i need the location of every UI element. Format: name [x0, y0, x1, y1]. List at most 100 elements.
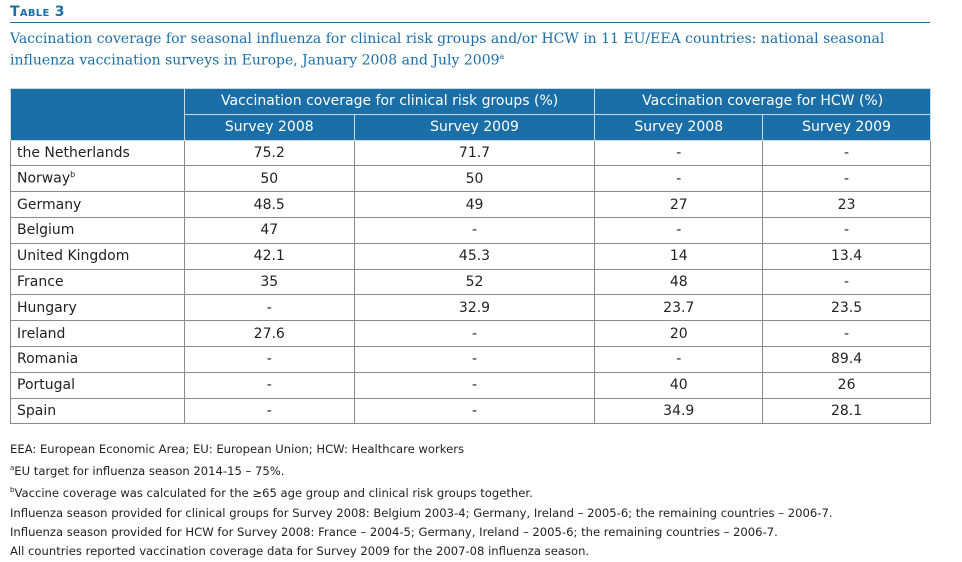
- country-name: France: [17, 273, 64, 290]
- note-b-text: Vaccine coverage was calculated for the …: [14, 486, 533, 501]
- header-clinical-risk-groups: Vaccination coverage for clinical risk g…: [183, 88, 596, 115]
- country-name: Hungary: [17, 299, 77, 316]
- hcw-2009-cell: -: [762, 216, 931, 244]
- country-cell: the Netherlands: [10, 139, 185, 167]
- hcw-2008-cell: -: [594, 216, 764, 244]
- country-name: Germany: [17, 196, 82, 213]
- title-divider: [10, 22, 930, 23]
- coverage-table: Vaccination coverage for clinical risk g…: [10, 88, 931, 425]
- clinical-2008-cell: 35: [183, 268, 355, 296]
- clinical-2008-cell: -: [183, 371, 355, 399]
- clinical-2008-cell: 48.5: [183, 191, 355, 218]
- caption-text: Vaccination coverage for seasonal influe…: [10, 31, 885, 69]
- header-country-blank: [10, 88, 185, 141]
- table-row: Hungary -32.9 23.7 23.5: [10, 294, 931, 322]
- hcw-2009-cell: -: [762, 320, 931, 347]
- note-a-mark: a: [10, 464, 15, 473]
- clinical-2008-cell: 75.2: [183, 139, 355, 167]
- note-season-hcw: Influenza season provided for HCW for Su…: [10, 524, 778, 539]
- note-a: aEU target for influenza season 2014-15 …: [10, 459, 950, 481]
- country-name: Ireland: [17, 325, 66, 342]
- clinical-2008-cell: -: [183, 294, 355, 322]
- note-b: bVaccine coverage was calculated for the…: [10, 481, 950, 503]
- table-row: Norwayb 50 50- -: [10, 165, 931, 193]
- clinical-2008-cell: 42.1: [183, 242, 355, 270]
- country-cell: Belgium: [10, 216, 185, 244]
- clinical-2008-cell: 47: [183, 216, 355, 244]
- hcw-2009-cell: 26: [762, 371, 931, 399]
- table-caption: Vaccination coverage for seasonal influe…: [10, 30, 935, 70]
- clinical-2009-cell: 45.3: [353, 242, 596, 270]
- clinical-2008-cell: 50: [183, 165, 355, 193]
- note-season-clinical: Influenza season provided for clinical g…: [10, 505, 833, 520]
- country-cell: France: [10, 268, 185, 296]
- table-row: Belgium 47- - -: [10, 216, 931, 244]
- clinical-2008-cell: -: [183, 397, 355, 425]
- table-row: Ireland 27.6-20-: [10, 320, 931, 347]
- table-row: Romania - - -89.4: [10, 345, 931, 373]
- hcw-2009-cell: -: [762, 268, 931, 296]
- clinical-2009-cell: 32.9: [353, 294, 596, 322]
- country-cell: Hungary: [10, 294, 185, 322]
- country-cell: Romania: [10, 345, 185, 373]
- note-b-mark: b: [10, 486, 15, 495]
- header-hcw-survey-2008: Survey 2008: [594, 113, 764, 141]
- hcw-2008-cell: 48: [594, 268, 764, 296]
- hcw-2009-cell: -: [762, 165, 931, 193]
- header-row-surveys: Survey 2008 Survey 2009 Survey 2008 Surv…: [11, 113, 931, 141]
- hcw-2008-cell: 34.9: [594, 397, 764, 425]
- clinical-2009-cell: -: [353, 397, 596, 425]
- country-cell: United Kingdom: [10, 242, 185, 270]
- note-a-text: EU target for influenza season 2014-15 –…: [14, 464, 285, 479]
- table-row: the Netherlands 75.2 71.7- -: [10, 139, 931, 167]
- note-abbreviations: EEA: European Economic Area; EU: Europea…: [10, 442, 465, 456]
- country-name: Norway: [17, 171, 71, 188]
- country-cell: Germany: [10, 191, 185, 218]
- header-clinical-survey-2008: Survey 2008: [183, 113, 355, 141]
- table-row: France 35 52 48-: [10, 268, 931, 296]
- country-cell: Portugal: [10, 371, 185, 399]
- hcw-2009-cell: 28.1: [762, 397, 931, 425]
- clinical-2009-cell: 71.7: [353, 139, 596, 167]
- clinical-2009-cell: -: [353, 320, 596, 347]
- clinical-2008-cell: -: [183, 345, 355, 373]
- header-clinical-survey-2009: Survey 2009: [353, 113, 596, 141]
- country-name: Portugal: [17, 377, 75, 394]
- country-cell: Norwayb: [10, 165, 185, 193]
- clinical-2009-cell: 49: [353, 191, 596, 218]
- hcw-2008-cell: -: [594, 345, 764, 373]
- note-survey-2009: All countries reported vaccination cover…: [10, 544, 590, 559]
- hcw-2008-cell: 40: [594, 371, 764, 399]
- country-name: Romania: [17, 351, 79, 368]
- table-row: Germany 48.5 49 27 23: [10, 191, 931, 218]
- clinical-2008-cell: 27.6: [183, 320, 355, 347]
- country-name: Spain: [17, 402, 57, 419]
- header-hcw-survey-2009: Survey 2009: [762, 113, 931, 141]
- clinical-2009-cell: -: [353, 216, 596, 244]
- table-row: Spain - -34.9 28.1: [10, 397, 931, 425]
- hcw-2009-cell: -: [762, 139, 931, 167]
- table-notes: EEA: European Economic Area; EU: Europea…: [10, 440, 950, 562]
- table-row: United Kingdom 42.1 45.3 14 13.4: [10, 242, 931, 270]
- hcw-2009-cell: 23: [762, 191, 931, 218]
- table-body: the Netherlands 75.2 71.7- - Norwayb 50 50- - Ge…: [10, 139, 931, 425]
- table-row: Portugal - -40 26: [10, 371, 931, 399]
- header-hcw: Vaccination coverage for HCW (%): [594, 88, 931, 115]
- hcw-2008-cell: -: [594, 139, 764, 167]
- country-cell: Spain: [10, 397, 185, 425]
- hcw-2008-cell: 23.7: [594, 294, 764, 322]
- country-footnote-mark: b: [70, 170, 76, 180]
- hcw-2008-cell: 20: [594, 320, 764, 347]
- country-name: Belgium: [17, 222, 75, 239]
- hcw-2008-cell: 27: [594, 191, 764, 218]
- hcw-2008-cell: -: [594, 165, 764, 193]
- hcw-2009-cell: 13.4: [762, 242, 931, 270]
- clinical-2009-cell: -: [353, 345, 596, 373]
- clinical-2009-cell: 50: [353, 165, 596, 193]
- table-label: Table 3: [10, 4, 65, 20]
- hcw-2009-cell: 23.5: [762, 294, 931, 322]
- clinical-2009-cell: -: [353, 371, 596, 399]
- country-name: the Netherlands: [17, 144, 130, 161]
- clinical-2009-cell: 52: [353, 268, 596, 296]
- country-cell: Ireland: [10, 320, 185, 347]
